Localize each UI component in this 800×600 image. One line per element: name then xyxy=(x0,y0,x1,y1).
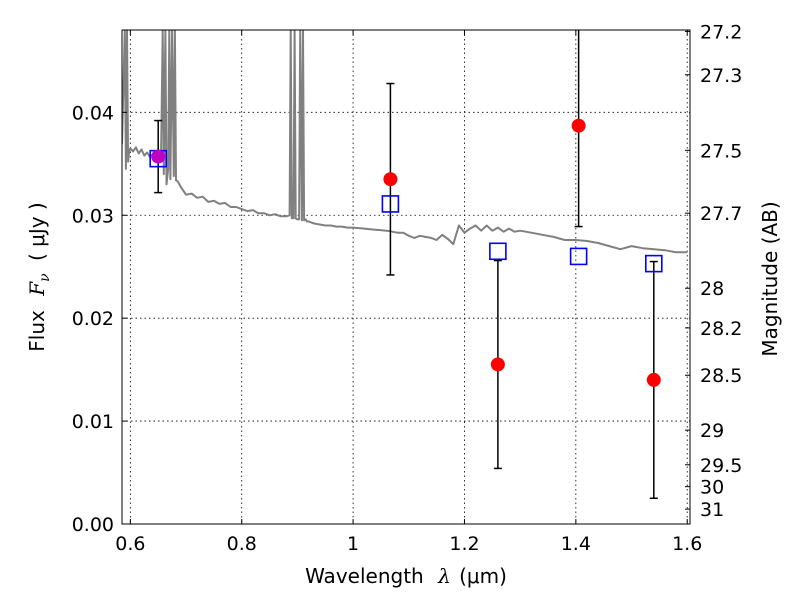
observed-point xyxy=(151,149,166,164)
x-tick-label: 1.6 xyxy=(672,533,702,555)
mag-tick-label: 28.2 xyxy=(700,318,742,340)
y-tick-label: 0.02 xyxy=(72,308,114,330)
observed-point xyxy=(571,118,586,133)
y-tick-label: 0.04 xyxy=(72,102,114,124)
mag-tick-label: 30 xyxy=(700,477,724,499)
model-spectrum-line xyxy=(122,30,688,254)
x-tick-label: 0.8 xyxy=(227,533,257,555)
observed-point xyxy=(646,372,661,387)
y-axis-label-unit: ( μJy ) xyxy=(25,202,49,261)
x-tick-label: 0.6 xyxy=(115,533,145,555)
mag-tick-label: 29 xyxy=(700,420,724,442)
mag-tick-label: 29.5 xyxy=(700,455,742,477)
axes: 0.6 0.8 1 1.2 1.4 1.6 0.00 0.01 0.02 0.03 0.04 27.2… xyxy=(72,21,743,555)
mag-tick-label: 28.5 xyxy=(700,365,742,387)
mag-tick-label: 27.5 xyxy=(700,140,742,162)
x-tick-label: 1 xyxy=(347,533,359,555)
x-tick-label: 1.4 xyxy=(561,533,591,555)
x-axis-label: Wavelength λ (μm) xyxy=(305,564,507,588)
x-axis-label-unit: (μm) xyxy=(459,564,507,588)
y-axis-label-text: Flux xyxy=(25,310,49,352)
mag-tick-label: 27.3 xyxy=(700,65,742,87)
observed-point xyxy=(490,357,505,372)
y-tick-label: 0.00 xyxy=(72,514,114,536)
model-photometry-square xyxy=(381,195,400,213)
observed-point xyxy=(383,172,398,187)
plot-area xyxy=(122,30,688,254)
mag-tick-label: 28 xyxy=(700,278,724,300)
plot-frame xyxy=(121,29,691,525)
y-axis-label-symbol: F xyxy=(25,281,49,297)
y2-axis-label: Magnitude (AB) xyxy=(758,201,782,356)
y-axis-label: Flux Fν ( μJy ) xyxy=(25,202,54,351)
model-photometry-square xyxy=(569,247,588,266)
x-axis-label-text: Wavelength xyxy=(305,564,424,588)
y-axis-label-subscript: ν xyxy=(37,273,53,282)
x-tick-label: 1.2 xyxy=(449,533,479,555)
mag-tick-label: 27.2 xyxy=(700,21,742,43)
y-tick-label: 0.01 xyxy=(72,411,114,433)
mag-tick-label: 27.7 xyxy=(700,203,742,225)
x-axis-label-symbol: λ xyxy=(437,564,451,588)
markers xyxy=(149,118,663,387)
model-photometry-square xyxy=(645,254,663,273)
y-tick-label: 0.03 xyxy=(72,205,114,227)
mag-tick-label: 31 xyxy=(700,499,724,521)
model-photometry-square xyxy=(489,242,507,261)
plot-background xyxy=(122,30,690,524)
